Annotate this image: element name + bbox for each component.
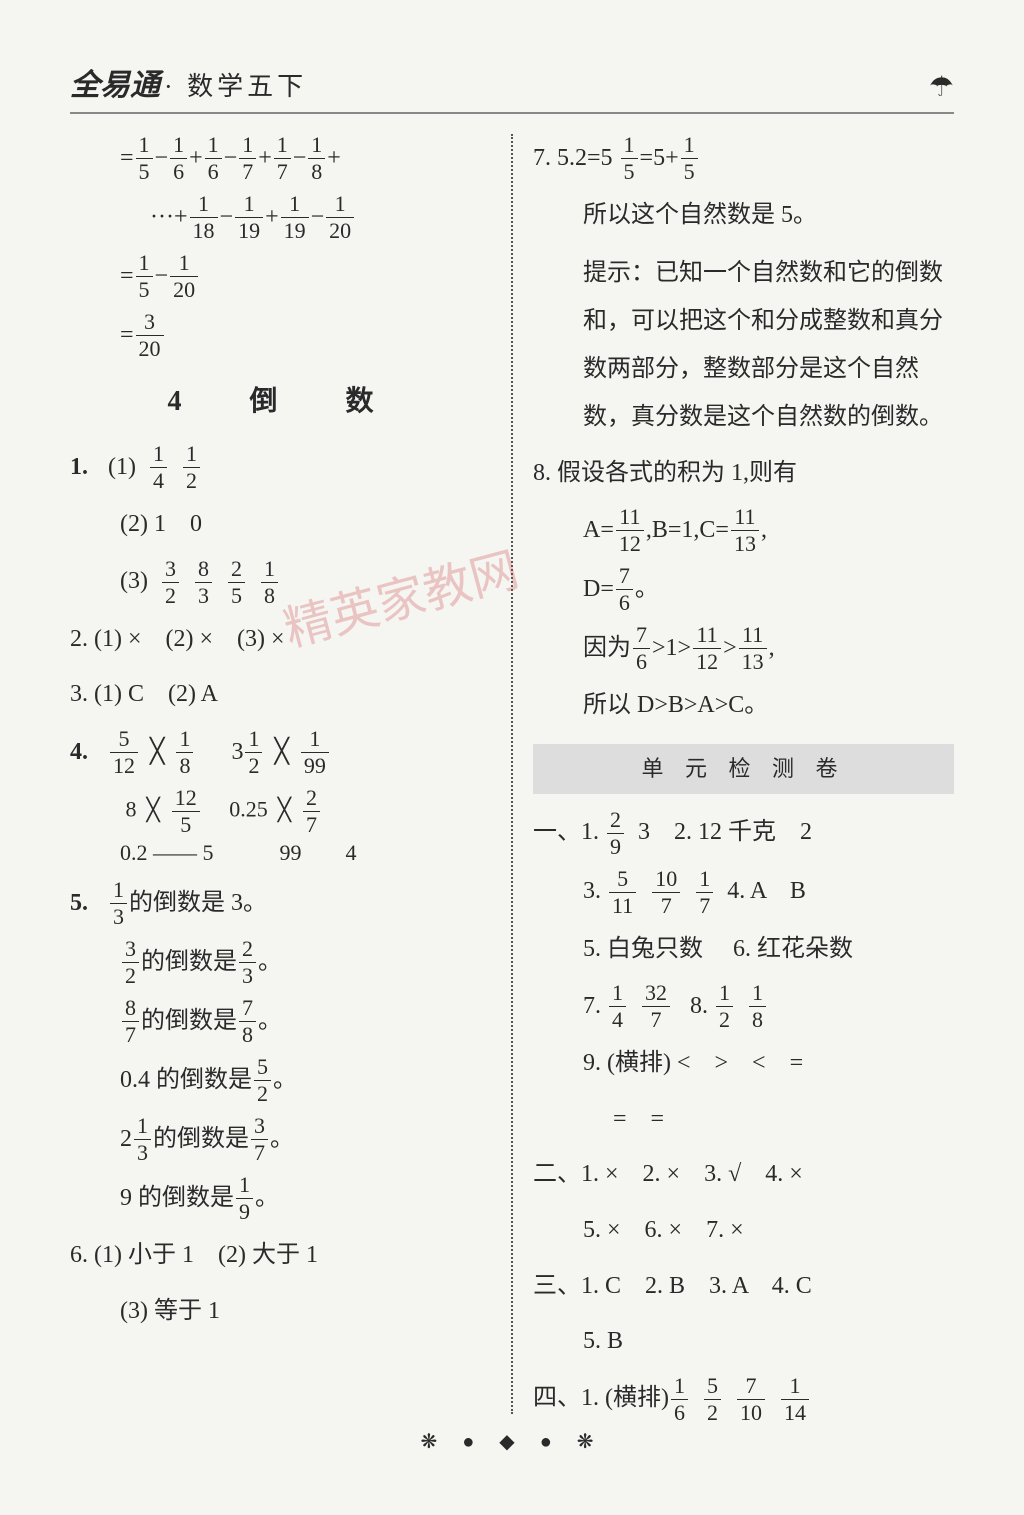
q4: 4. 512 ╳ 18 312 ╳ 199: [70, 728, 491, 777]
s1-78: 7. 14 327 8. 12 18: [583, 982, 954, 1031]
q8-so: 所以 D>B>A>C。: [583, 683, 954, 729]
s2: 二、1. × 2. × 3. √ 4. ×: [533, 1152, 954, 1198]
section-4-title: 4 倒 数: [70, 375, 491, 428]
q3: 3. (1) C (2) A: [70, 672, 491, 718]
header-brand: 全易通 · 数学五下: [70, 60, 307, 104]
q5-5: 213的倒数是37。: [120, 1115, 491, 1164]
eq-line-2: ···+118−119+119−120: [150, 193, 491, 242]
q1: 1. (1) 14 12: [70, 443, 491, 492]
s1-56: 5. 白兔只数 6. 红花朵数: [583, 927, 954, 973]
q8-abc: A=1112,B=1,C=1113,: [583, 506, 954, 555]
right-column: 7. 5.2=5 15=5+15 所以这个自然数是 5。 提示：已知一个自然数和…: [533, 134, 954, 1414]
q2: 2. (1) × (2) × (3) ×: [70, 617, 491, 663]
q4-row3: 0.2 —— 5 99 4: [120, 836, 491, 869]
content-area: =15−16+16−17+17−18+ ···+118−119+119−120 …: [70, 134, 954, 1414]
q1-3: (3) 32 83 25 18: [120, 558, 491, 607]
q5-4: 0.4 的倒数是52。: [120, 1056, 491, 1105]
q5: 5. 13的倒数是 3。: [70, 879, 491, 928]
eq-line-3: =15−120: [120, 252, 491, 301]
column-divider: [511, 134, 513, 1414]
s4: 四、1. (横排) 16 52 710 114: [533, 1375, 954, 1424]
umbrella-icon: ☂: [929, 70, 954, 104]
s1-9b: = =: [613, 1097, 954, 1143]
q4-row2: 8╳125 0.25╳27: [120, 787, 491, 836]
q5-2: 32的倒数是23。: [120, 938, 491, 987]
page-footer: ❋ ● ◆ ● ❋: [70, 1429, 954, 1454]
s3: 三、1. C 2. B 3. A 4. C: [533, 1264, 954, 1310]
q7-text1: 所以这个自然数是 5。: [583, 193, 954, 239]
q5-3: 87的倒数是78。: [120, 997, 491, 1046]
s1-1: 一、1. 29 3 2. 12 千克 2: [533, 809, 954, 858]
brand-text: 全易通: [70, 69, 160, 102]
q7-text2: 提示：已知一个自然数和它的倒数和，可以把这个和分成整数和真分数两部分，整数部分是…: [583, 249, 954, 441]
q8-d: D=76。: [583, 565, 954, 614]
left-column: =15−16+16−17+17−18+ ···+118−119+119−120 …: [70, 134, 491, 1414]
s1-9: 9. (横排) < > < =: [583, 1041, 954, 1087]
unit-test-header: 单 元 检 测 卷: [533, 744, 954, 794]
q5-6: 9 的倒数是19。: [120, 1174, 491, 1223]
s2b: 5. × 6. × 7. ×: [583, 1208, 954, 1254]
q6b: (3) 等于 1: [120, 1289, 491, 1335]
eq-line-1: =15−16+16−17+17−18+: [120, 134, 491, 183]
eq-line-4: =320: [120, 311, 491, 360]
s3b: 5. B: [583, 1319, 954, 1365]
q8: 8. 假设各式的积为 1,则有: [533, 451, 954, 497]
subject-text: · 数学五下: [164, 72, 307, 101]
q7: 7. 5.2=5 15=5+15: [533, 134, 954, 183]
q8-because: 因为76>1>1112>1113,: [583, 624, 954, 673]
page-header: 全易通 · 数学五下 ☂: [70, 60, 954, 114]
q6: 6. (1) 小于 1 (2) 大于 1: [70, 1233, 491, 1279]
s1-3: 3. 511 107 17 4. A B: [583, 868, 954, 917]
q1-2: (2) 1 0: [120, 502, 491, 548]
